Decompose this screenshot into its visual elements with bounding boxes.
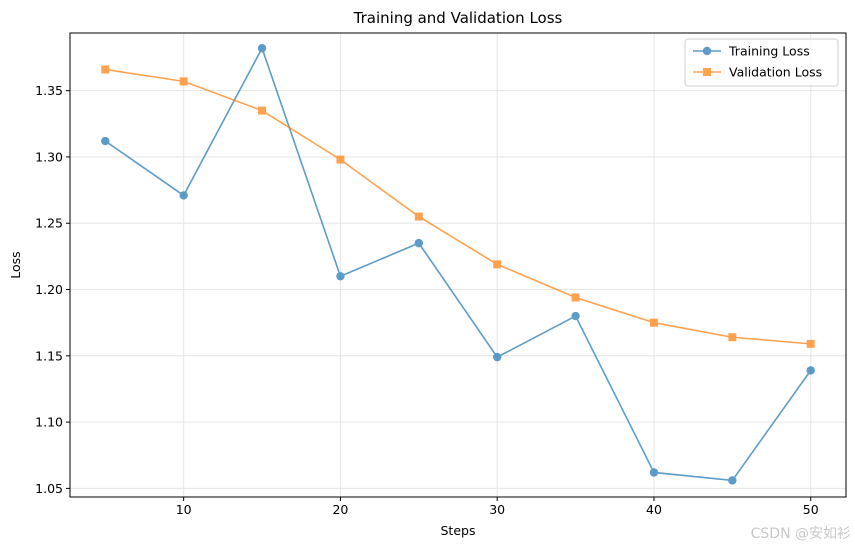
y-tick-label: 1.15: [35, 348, 63, 363]
x-tick-label: 20: [332, 502, 348, 517]
grid: [70, 33, 846, 497]
x-tick-label: 30: [489, 502, 505, 517]
validation-loss-point: [101, 65, 110, 74]
y-tick-label: 1.30: [35, 149, 63, 164]
chart-title: Training and Validation Loss: [353, 9, 563, 27]
training-loss-point: [649, 468, 659, 477]
training-loss-point: [571, 311, 580, 321]
training-loss-point: [336, 272, 345, 281]
training-loss-point: [806, 366, 815, 375]
legend-entry-validation-loss: [693, 68, 721, 76]
training-loss-point: [257, 44, 267, 53]
series-layer: [101, 44, 815, 485]
validation-loss-point: [571, 293, 580, 302]
x-axis-label: Steps: [441, 523, 476, 538]
legend-marker-training-loss: [702, 46, 712, 56]
validation-loss-point: [493, 260, 502, 269]
training-loss-line: [104, 46, 812, 482]
y-axis-label: Loss: [8, 251, 23, 278]
training-loss-point: [101, 136, 110, 146]
validation-loss-point: [336, 155, 345, 164]
x-tick-label: 10: [176, 502, 192, 517]
validation-loss-point: [728, 333, 737, 342]
legend-entry-training-loss: [693, 46, 721, 56]
x-tick-label: 50: [803, 502, 819, 517]
y-tick-label: 1.20: [35, 282, 63, 297]
training-loss-series: [101, 44, 815, 485]
validation-loss-point: [649, 318, 658, 327]
validation-loss-point: [414, 212, 423, 221]
training-loss-point: [414, 238, 424, 248]
y-tick-label: 1.05: [35, 481, 63, 496]
y-tick-label: 1.25: [35, 216, 63, 231]
validation-loss-line: [105, 68, 811, 345]
watermark: CSDN @安如衫: [750, 526, 851, 542]
validation-loss-point: [179, 77, 188, 86]
training-loss-point: [492, 352, 502, 362]
legend-marker-validation-loss: [703, 68, 711, 76]
plot-area: [69, 32, 847, 498]
validation-loss-point: [806, 339, 815, 348]
y-tick-label: 1.35: [35, 83, 63, 98]
x-tick-label: 40: [646, 502, 662, 517]
legend-label-training-loss: Training Loss: [728, 44, 810, 59]
validation-loss-series: [101, 65, 815, 348]
legend-label-validation-loss: Validation Loss: [729, 65, 822, 80]
validation-loss-point: [258, 106, 267, 115]
training-loss-point: [728, 476, 737, 485]
legend: Training Loss Validation Loss: [684, 38, 839, 87]
training-loss-point: [179, 191, 188, 200]
x-axis: 10 20 30 40 50: [176, 497, 819, 517]
legend-box: [684, 38, 839, 87]
y-axis: 1.05 1.10 1.15 1.20 1.25 1.30 1.35: [35, 83, 70, 496]
y-tick-label: 1.10: [35, 415, 63, 430]
